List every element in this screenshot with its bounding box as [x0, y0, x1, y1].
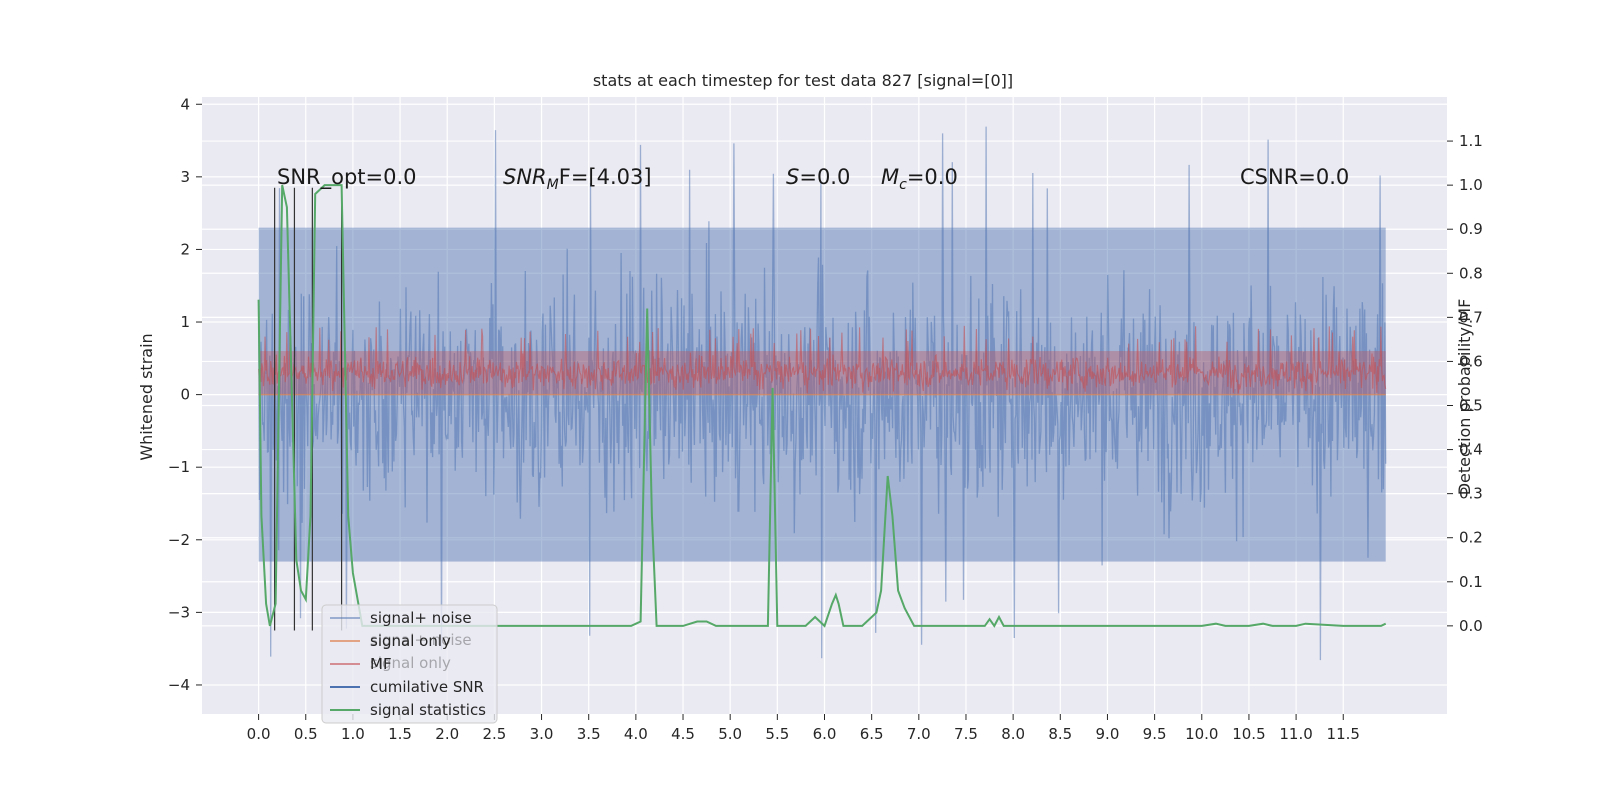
y-tick-label: −1	[168, 458, 190, 476]
x-tick-label: 0.0	[247, 725, 271, 743]
x-tick-label: 3.5	[577, 725, 601, 743]
series-line-mf	[258, 325, 1387, 395]
x-tick-label: 8.0	[1001, 725, 1025, 743]
y2-axis-label: Detection probability/MF	[1455, 299, 1474, 496]
y-tick-label: −4	[168, 676, 190, 694]
y-tick-label: 3	[180, 168, 190, 186]
y2-tick-label: 0.0	[1459, 617, 1483, 635]
y-tick-label: 4	[180, 95, 190, 113]
chart-title: stats at each timestep for test data 827…	[593, 71, 1013, 90]
y-axis-label: Whitened strain	[137, 333, 156, 460]
annotation-s-tail: =0.0	[799, 165, 850, 189]
x-tick-label: 1.5	[388, 725, 412, 743]
legend-label-signal-noise: signal+ noise	[370, 609, 472, 627]
y2-tick-label: 0.5	[1459, 397, 1483, 415]
annotation-mc: Mc=0.0	[881, 165, 958, 193]
annotation-s-base: S	[786, 165, 799, 189]
x-tick-label: 2.5	[482, 725, 506, 743]
legend: signal+ noise signal only signal+ noise …	[321, 604, 498, 724]
y-tick-label: 2	[180, 240, 190, 258]
x-tick-label: 5.0	[718, 725, 742, 743]
annotation-mc-base: M	[881, 165, 899, 189]
legend-label-mf: MF	[370, 655, 392, 673]
x-tick-label: 10.5	[1232, 725, 1265, 743]
x-tick-label: 7.0	[907, 725, 931, 743]
x-tick-labels: 0.0 0.5 1.0 1.5 2.0 2.5 3.0 3.5 4.0 4.5 5.0 5.5 6.0 6…	[247, 714, 1360, 743]
legend-box	[321, 604, 498, 724]
y2-tick-label: 0.7	[1459, 308, 1483, 326]
x-tick-label: 6.0	[813, 725, 837, 743]
x-tick-label: 11.0	[1279, 725, 1312, 743]
y2-tick-label: 0.2	[1459, 529, 1483, 547]
x-tick-label: 6.5	[860, 725, 884, 743]
annotation-mc-tail: =0.0	[907, 165, 958, 189]
x-tick-label: 9.5	[1143, 725, 1167, 743]
annotation-snr-mf: SNRMF=[4.03]	[503, 165, 652, 193]
y2-tick-label: 0.6	[1459, 352, 1483, 370]
series-layer	[257, 126, 1387, 661]
y-tick-labels: 4 3 2 1 0 −1 −2 −3 −4	[168, 95, 202, 694]
y-tick-label: −2	[168, 531, 190, 549]
legend-ghost-1: signal+ noise	[370, 631, 472, 649]
x-tick-label: 4.5	[671, 725, 695, 743]
x-tick-label: 8.5	[1048, 725, 1072, 743]
series-line-signal-noise	[257, 126, 1387, 661]
y2-tick-label: 0.1	[1459, 573, 1483, 591]
annotation-snr-mf-sub: M	[547, 177, 559, 193]
legend-label-signal-only: signal only	[370, 632, 451, 650]
x-tick-label: 5.5	[765, 725, 789, 743]
x-tick-label: 9.0	[1096, 725, 1120, 743]
y-tick-label: 1	[180, 313, 190, 331]
x-tick-label: 4.0	[624, 725, 648, 743]
y2-tick-labels: 1.1 1.0 0.9 0.8 0.7 0.6 0.5 0.4 0.3 0.2 0.1 0.0	[1447, 132, 1483, 635]
y2-tick-label: 1.1	[1459, 132, 1483, 150]
x-tick-label: 3.0	[530, 725, 554, 743]
series-mf	[258, 325, 1387, 396]
y-tick-label: −3	[168, 603, 190, 621]
x-tick-label: 0.5	[294, 725, 318, 743]
x-tick-label: 2.0	[435, 725, 459, 743]
x-tick-label: 7.5	[954, 725, 978, 743]
y-tick-label: 0	[180, 386, 190, 404]
x-tick-label: 10.0	[1185, 725, 1218, 743]
x-tick-label: 1.0	[341, 725, 365, 743]
y2-tick-label: 1.0	[1459, 176, 1483, 194]
annotation-s: S=0.0	[786, 165, 850, 189]
annotation-csnr: CSNR=0.0	[1240, 165, 1349, 189]
annotation-mc-sub: c	[899, 177, 907, 193]
y2-tick-label: 0.9	[1459, 220, 1483, 238]
x-tick-label: 11.5	[1327, 725, 1360, 743]
y2-tick-label: 0.4	[1459, 441, 1483, 459]
legend-label-signal-statistics: signal statistics	[370, 701, 486, 719]
annotation-snr-mf-base: SNR	[503, 165, 547, 189]
legend-label-cumulative-snr: cumilative SNR	[370, 678, 484, 696]
series-signal-statistics	[257, 184, 1387, 628]
y2-tick-label: 0.8	[1459, 264, 1483, 282]
annotation-snr-mf-tail: F=[4.03]	[559, 165, 652, 189]
annotation-snr-opt: SNR_opt=0.0	[277, 165, 417, 190]
y2-tick-label: 0.3	[1459, 485, 1483, 503]
legend-ghost-2: signal only	[370, 654, 451, 672]
series-line-signal-statistics	[257, 184, 1387, 628]
